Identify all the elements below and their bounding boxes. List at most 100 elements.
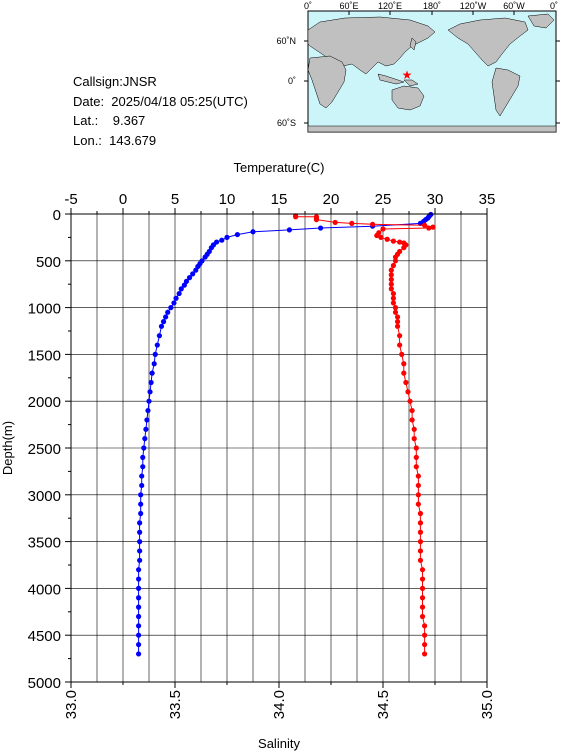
salinity-point (388, 276, 394, 283)
top-tick-label: 5 (171, 191, 179, 208)
temperature-point (136, 632, 142, 638)
salinity-point (392, 305, 399, 311)
depth-tick-label: 1000 (28, 301, 61, 318)
callsign-text: Callsign:JNSR (73, 74, 157, 89)
salinity-point (413, 445, 419, 451)
depth-tick-label: 2000 (28, 394, 61, 411)
depth-tick-label: 0 (53, 207, 61, 224)
temperature-point (147, 389, 153, 395)
salinity-point (392, 254, 399, 260)
salinity-point (390, 300, 396, 306)
salinity-point (409, 407, 415, 414)
series-layer (136, 211, 436, 657)
salinity-point (380, 226, 386, 232)
temperature-point (145, 407, 151, 414)
salinity-point (388, 272, 394, 278)
temperature-point (143, 426, 149, 432)
salinity-point (419, 613, 426, 620)
top-tick-label: 35 (479, 191, 496, 208)
depth-tick-label: 5000 (28, 675, 61, 692)
salinity-point (397, 342, 403, 348)
salinity-point (417, 548, 424, 554)
salinity-point (407, 398, 413, 404)
salinity-point (415, 482, 421, 489)
temperature-point (136, 623, 142, 629)
salinity-point (415, 492, 421, 498)
top-tick-label: -5 (64, 191, 77, 208)
salinity-point (349, 220, 355, 226)
depth-tick-label: 500 (36, 254, 61, 271)
salinity-point (422, 623, 428, 629)
depth-tick-label: 4000 (28, 581, 61, 598)
bottom-tick-label: 33.0 (63, 690, 80, 719)
bottom-axis-label: Salinity (258, 736, 300, 751)
temperature-point (165, 309, 171, 315)
top-tick-label: 15 (271, 191, 288, 208)
salinity-point (417, 510, 424, 517)
temperature-point (176, 290, 182, 297)
chart-grid (71, 214, 487, 682)
station-info: Callsign:JNSR Date: 2025/04/18 05:25(UTC… (73, 72, 248, 150)
longitude-text: Lon.: 143.679 (73, 132, 157, 148)
bottom-tick-label: 33.5 (167, 690, 184, 719)
depth-tick-label: 4500 (28, 628, 61, 645)
temperature-point (139, 473, 145, 479)
salinity-point (411, 426, 417, 432)
temperature-point (160, 319, 167, 325)
top-tick-label: 30 (427, 191, 444, 208)
bottom-tick-label: 35.0 (479, 690, 496, 719)
salinity-point (426, 225, 432, 231)
temperature-point (318, 225, 324, 231)
temperature-point (137, 539, 143, 545)
salinity-point (411, 436, 417, 442)
temperature-point (138, 501, 144, 507)
salinity-point (390, 238, 396, 244)
salinity-point (390, 262, 396, 269)
salinity-point (401, 370, 407, 376)
salinity-point (413, 454, 419, 460)
temperature-point (137, 548, 143, 554)
temperature-point (149, 370, 155, 376)
temperature-point (140, 464, 146, 470)
salinity-point (394, 323, 401, 329)
temperature-point (156, 333, 162, 339)
temperature-point (186, 275, 193, 281)
salinity-point (390, 295, 396, 301)
temperature-point (224, 234, 230, 240)
salinity-point (388, 281, 394, 287)
temperature-point (136, 604, 142, 610)
temperature-point (137, 520, 143, 526)
salinity-point (405, 389, 411, 395)
salinity-point (378, 234, 384, 240)
temperature-line (138, 214, 432, 654)
temperature-point (136, 641, 142, 648)
salinity-point (397, 333, 403, 339)
temperature-point (136, 613, 142, 620)
temperature-point (140, 454, 146, 460)
temperature-point (234, 231, 240, 238)
salinity-point (417, 539, 424, 545)
depth-tick-label: 1500 (28, 347, 61, 364)
top-axis-label: Temperature(C) (233, 160, 324, 175)
salinity-point (397, 239, 403, 245)
temperature-point (142, 436, 148, 442)
y-axis-label: Depth(m) (0, 421, 15, 475)
temperature-point (136, 595, 142, 601)
temperature-point (146, 398, 152, 404)
temperature-point (136, 576, 142, 582)
temperature-point (141, 445, 147, 451)
top-tick-label: 20 (323, 191, 340, 208)
salinity-point (384, 236, 390, 242)
top-tick-label: 0 (119, 191, 127, 208)
bottom-tick-label: 34.5 (375, 690, 392, 719)
salinity-point (419, 576, 426, 582)
salinity-point (293, 214, 299, 220)
temperature-point (250, 229, 256, 235)
temperature-point (151, 361, 157, 367)
salinity-point (392, 309, 399, 315)
depth-tick-label: 3500 (28, 535, 61, 552)
temperature-point (190, 271, 196, 277)
temperature-point (173, 295, 179, 301)
